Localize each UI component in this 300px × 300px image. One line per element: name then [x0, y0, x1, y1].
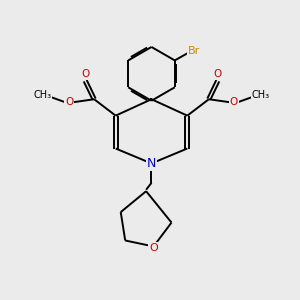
- Text: O: O: [214, 69, 222, 79]
- Text: O: O: [81, 69, 89, 79]
- Text: Br: Br: [188, 46, 201, 56]
- Text: CH₃: CH₃: [33, 90, 52, 100]
- Text: N: N: [147, 157, 156, 170]
- Text: O: O: [230, 97, 238, 107]
- Text: CH₃: CH₃: [251, 90, 269, 100]
- Text: O: O: [65, 97, 74, 107]
- Text: O: O: [149, 243, 158, 253]
